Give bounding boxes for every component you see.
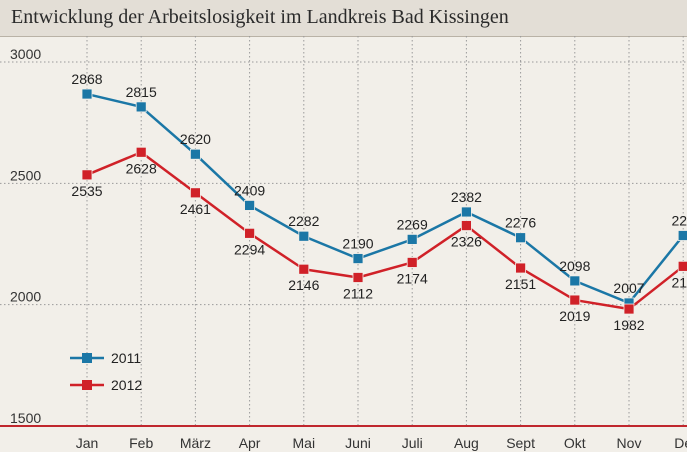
data-label-2012-4: 2294 <box>234 241 265 257</box>
y-tick-label-2500: 2500 <box>10 167 41 183</box>
data-point-2012-10 <box>569 294 581 306</box>
series-line-2012 <box>86 151 684 311</box>
y-tick-label-3000: 3000 <box>10 46 41 62</box>
y-tick-label-1500: 1500 <box>10 410 41 426</box>
legend-label-2011: 2011 <box>111 350 141 366</box>
data-label-2012-6: 2112 <box>343 285 373 301</box>
data-label-2012-5: 2146 <box>288 277 319 293</box>
data-label-2011-4: 2409 <box>234 182 265 198</box>
data-label-2011-3: 2620 <box>180 131 211 147</box>
chart-header: Entwicklung der Arbeitslosigkeit im Land… <box>0 0 687 37</box>
data-label-2011-5: 2282 <box>288 213 319 229</box>
chart-title: Entwicklung der Arbeitslosigkeit im Land… <box>11 6 509 28</box>
x-tick-label-12: De <box>674 435 687 451</box>
x-tick-label-2: Feb <box>129 435 153 451</box>
data-point-2012-8 <box>460 220 472 231</box>
data-label-2011-12: 228 <box>672 213 687 229</box>
data-point-2011-10 <box>569 275 581 287</box>
data-label-2012-8: 2326 <box>451 234 482 250</box>
data-point-2012-1 <box>81 169 93 181</box>
data-label-2012-2: 2628 <box>126 160 157 176</box>
x-tick-label-1: Jan <box>76 435 99 451</box>
data-point-2011-8 <box>460 206 472 218</box>
x-tick-label-7: Juli <box>402 435 423 451</box>
x-tick-label-11: Nov <box>617 435 642 451</box>
data-point-2011-4 <box>244 200 256 211</box>
data-label-2011-8: 2382 <box>451 189 482 205</box>
data-point-2012-4 <box>244 227 256 239</box>
data-point-2012-11 <box>623 303 635 315</box>
data-point-2011-12 <box>677 230 687 241</box>
data-point-2012-9 <box>515 262 526 274</box>
legend-marker-2011 <box>82 353 92 363</box>
legend-label-2012: 2012 <box>111 377 142 393</box>
x-tick-label-6: Juni <box>345 435 371 451</box>
data-label-2012-11: 1982 <box>613 317 644 333</box>
data-point-2011-3 <box>189 148 201 160</box>
data-label-2012-12: 215 <box>672 274 687 290</box>
data-label-2011-11: 2007 <box>613 280 644 296</box>
x-tick-label-9: Sept <box>506 435 535 451</box>
x-tick-label-3: März <box>180 435 211 451</box>
data-point-2011-1 <box>81 88 93 100</box>
data-point-2012-6 <box>352 272 364 283</box>
data-label-2012-10: 2019 <box>559 308 590 324</box>
legend-marker-2012 <box>82 380 92 390</box>
data-label-2012-9: 2151 <box>505 276 536 292</box>
x-tick-label-10: Okt <box>564 435 586 451</box>
y-tick-label-2000: 2000 <box>10 289 41 305</box>
series-line-2011 <box>86 92 685 305</box>
data-label-2011-1: 2868 <box>71 71 102 87</box>
x-tick-label-8: Aug <box>454 435 479 451</box>
data-label-2012-7: 2174 <box>397 270 428 286</box>
data-point-2011-9 <box>515 232 526 244</box>
data-label-2011-9: 2276 <box>505 215 536 231</box>
data-point-2011-7 <box>406 233 418 245</box>
data-point-2012-12 <box>677 260 687 272</box>
data-label-2012-3: 2461 <box>180 201 211 217</box>
data-label-2012-1: 2535 <box>71 183 102 199</box>
data-label-2011-2: 2815 <box>126 84 157 100</box>
data-point-2011-5 <box>298 230 310 242</box>
data-point-2012-2 <box>135 146 147 158</box>
data-point-2012-3 <box>189 187 201 199</box>
data-point-2011-2 <box>135 101 147 113</box>
data-label-2011-7: 2269 <box>397 216 428 232</box>
data-point-2011-6 <box>352 253 364 264</box>
data-label-2011-10: 2098 <box>559 258 590 274</box>
data-point-2012-5 <box>298 263 310 275</box>
x-tick-label-4: Apr <box>239 435 261 451</box>
data-point-2012-7 <box>406 257 418 268</box>
data-label-2011-6: 2190 <box>342 236 373 252</box>
x-tick-label-5: Mai <box>293 435 316 451</box>
